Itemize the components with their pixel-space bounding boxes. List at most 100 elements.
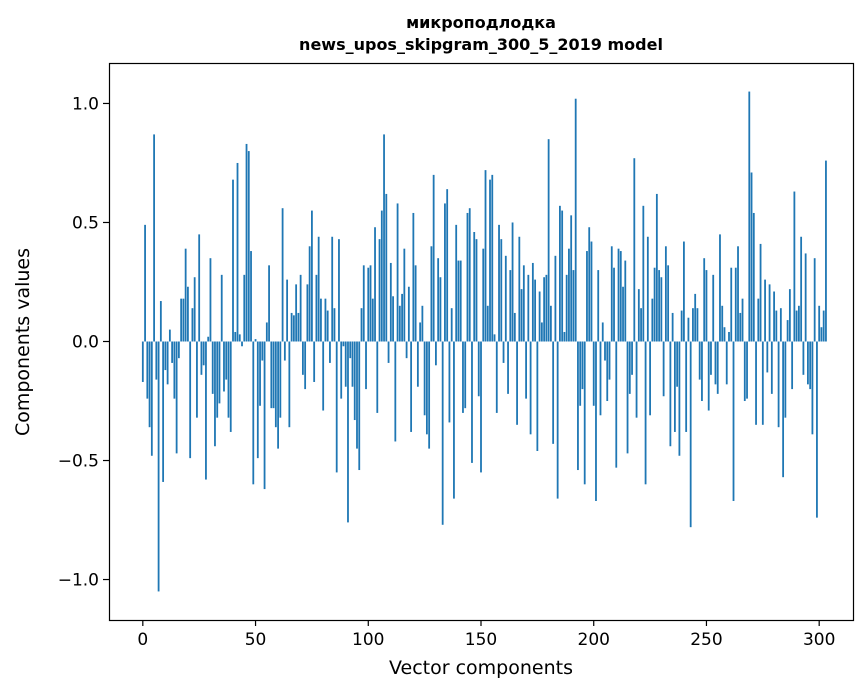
bar — [574, 98, 577, 342]
bar — [545, 274, 548, 342]
bar — [324, 298, 327, 342]
bar — [412, 212, 415, 342]
bar — [268, 265, 270, 342]
bar — [520, 289, 523, 342]
bar — [369, 265, 372, 342]
bar — [214, 341, 216, 447]
bar — [317, 236, 320, 342]
bar — [252, 341, 255, 485]
bar — [462, 341, 464, 413]
bar — [813, 258, 816, 342]
bar — [522, 265, 525, 342]
bar — [308, 246, 311, 342]
bar — [209, 258, 212, 342]
bar — [714, 341, 717, 385]
bar — [779, 308, 782, 342]
bar — [236, 162, 239, 342]
bar — [752, 212, 755, 342]
bar — [164, 341, 167, 371]
bar — [392, 296, 394, 342]
bar — [428, 341, 431, 449]
bar — [191, 308, 194, 342]
bar — [205, 341, 207, 480]
bar — [673, 341, 676, 432]
bar — [635, 341, 638, 418]
bar — [518, 236, 521, 342]
bar — [367, 267, 370, 342]
bar — [669, 341, 672, 447]
bar — [265, 322, 268, 342]
bar — [552, 341, 555, 444]
bar — [822, 310, 825, 342]
bar — [486, 305, 489, 342]
bar — [725, 341, 728, 385]
bar — [633, 158, 636, 342]
bar — [613, 267, 615, 342]
bar — [689, 341, 692, 528]
bar — [175, 341, 178, 454]
bar — [274, 341, 277, 428]
bar — [507, 341, 509, 394]
bar — [340, 341, 343, 399]
bar — [500, 239, 503, 342]
bar — [750, 172, 753, 342]
bar — [683, 241, 685, 342]
bar — [493, 334, 496, 342]
bar — [464, 341, 467, 409]
bar — [202, 341, 205, 366]
bar — [281, 208, 284, 342]
bar — [299, 274, 302, 342]
bar — [315, 274, 318, 342]
bar — [800, 236, 803, 342]
bar — [446, 189, 449, 342]
bar — [421, 305, 424, 342]
bar — [804, 253, 807, 342]
bar — [513, 312, 516, 342]
bar — [592, 341, 595, 406]
bar — [432, 174, 435, 342]
bar — [376, 341, 379, 413]
bar — [737, 246, 739, 342]
bar — [290, 312, 293, 342]
bar — [811, 341, 814, 435]
bar — [579, 341, 582, 406]
bar — [543, 277, 546, 342]
bar — [288, 341, 291, 428]
y-axis-ticks: −1.0 −0.5 0.0 0.5 1.0 — [58, 94, 109, 591]
bar — [685, 341, 688, 432]
bar — [241, 341, 243, 347]
bar — [676, 341, 679, 387]
bar — [270, 341, 273, 409]
bar — [703, 258, 706, 342]
bar — [759, 243, 762, 342]
bar — [770, 341, 773, 394]
bar — [378, 239, 381, 342]
x-axis-ticks: 0 50 100 150 200 250 300 — [137, 620, 835, 650]
bar — [153, 134, 155, 342]
bar — [748, 91, 751, 342]
bar — [198, 234, 201, 342]
bar — [536, 341, 539, 451]
bar — [597, 270, 600, 342]
bar — [628, 341, 631, 394]
bar — [764, 279, 766, 342]
bar — [559, 205, 561, 342]
bar — [177, 341, 180, 359]
bar — [768, 284, 771, 342]
bar — [171, 341, 174, 363]
bar — [247, 151, 250, 342]
bar — [189, 341, 192, 459]
bar — [642, 205, 645, 342]
bar — [606, 341, 609, 402]
x-tick-label: 50 — [245, 630, 267, 650]
bar — [617, 248, 620, 342]
bar — [146, 341, 149, 399]
bar — [344, 341, 347, 387]
bar — [450, 308, 453, 342]
bar — [534, 279, 537, 342]
bar — [371, 298, 374, 342]
bar — [326, 310, 329, 342]
bar — [349, 341, 352, 359]
bar — [335, 341, 338, 473]
